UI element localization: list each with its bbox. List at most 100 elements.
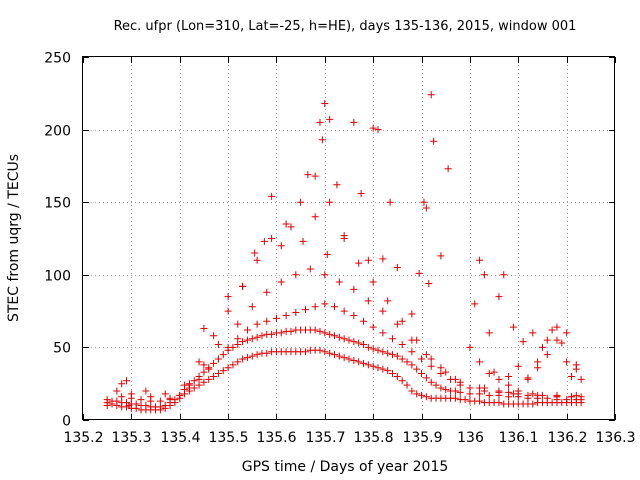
data-point	[311, 303, 319, 311]
data-point	[137, 396, 145, 404]
data-point	[132, 400, 140, 408]
plot-frame	[82, 56, 615, 420]
data-points	[103, 91, 585, 414]
data-point	[210, 332, 218, 340]
data-point	[326, 115, 334, 123]
data-point	[543, 336, 551, 344]
data-point	[427, 362, 435, 370]
data-point	[214, 370, 222, 378]
data-point	[340, 335, 348, 343]
data-point	[480, 271, 488, 279]
data-point	[422, 204, 430, 212]
data-point	[408, 361, 416, 369]
data-point	[219, 351, 227, 359]
data-point	[340, 307, 348, 315]
data-point	[364, 343, 372, 351]
data-point	[495, 387, 503, 395]
data-point	[282, 311, 290, 319]
data-point	[398, 317, 406, 325]
data-point	[427, 355, 435, 363]
data-point	[335, 333, 343, 341]
data-point	[321, 271, 329, 279]
data-point	[418, 391, 426, 399]
data-point	[514, 362, 522, 370]
data-point	[529, 400, 537, 408]
data-point	[195, 375, 203, 383]
data-point	[490, 368, 498, 376]
data-point	[287, 327, 295, 335]
data-point	[350, 118, 358, 126]
data-point	[268, 192, 276, 200]
data-point	[485, 391, 493, 399]
data-point	[118, 393, 126, 401]
data-point	[297, 198, 305, 206]
data-point	[476, 256, 484, 264]
data-point	[357, 189, 365, 197]
data-point	[260, 237, 268, 245]
x-tick-label: 136.1	[498, 430, 538, 446]
data-point	[263, 288, 271, 296]
data-point	[413, 390, 421, 398]
data-point	[321, 329, 329, 337]
data-point	[456, 388, 464, 396]
data-point	[166, 394, 174, 402]
data-point	[321, 300, 329, 308]
data-point	[200, 361, 208, 369]
data-point	[205, 365, 213, 373]
data-point	[444, 165, 452, 173]
data-point	[408, 348, 416, 356]
data-point	[360, 340, 368, 348]
data-point	[422, 393, 430, 401]
data-point	[248, 352, 256, 360]
data-point	[393, 320, 401, 328]
data-point	[500, 271, 508, 279]
data-point	[451, 387, 459, 395]
data-point	[408, 387, 416, 395]
data-point	[258, 332, 266, 340]
data-point	[345, 336, 353, 344]
data-point	[563, 396, 571, 404]
data-point	[321, 348, 329, 356]
data-point	[142, 387, 150, 395]
data-point	[364, 297, 372, 305]
data-point	[534, 391, 542, 399]
data-point	[326, 198, 334, 206]
data-point	[369, 323, 377, 331]
data-point	[369, 362, 377, 370]
data-point	[224, 343, 232, 351]
data-point	[505, 388, 513, 396]
x-axis-label: GPS time / Days of year 2015	[242, 459, 449, 475]
x-tick-label: 136.3	[595, 430, 635, 446]
data-point	[185, 380, 193, 388]
data-point	[476, 358, 484, 366]
data-point	[364, 256, 372, 264]
data-point	[253, 351, 261, 359]
y-tick-label: 200	[44, 124, 71, 140]
y-tick-label: 0	[62, 414, 71, 430]
data-point	[437, 384, 445, 392]
data-point	[577, 375, 585, 383]
data-point	[384, 349, 392, 357]
data-point	[466, 343, 474, 351]
data-point	[374, 364, 382, 372]
data-point	[330, 332, 338, 340]
x-tick-label: 135.6	[256, 430, 296, 446]
data-point	[277, 329, 285, 337]
x-tick-label: 136.2	[547, 430, 587, 446]
data-point	[350, 311, 358, 319]
data-point	[251, 249, 259, 257]
data-point	[398, 377, 406, 385]
data-point	[316, 327, 324, 335]
data-point	[456, 378, 464, 386]
y-tick-label: 250	[44, 51, 71, 67]
data-point	[422, 374, 430, 382]
data-point	[292, 271, 300, 279]
data-point	[239, 282, 247, 290]
data-point	[248, 303, 256, 311]
data-point	[176, 391, 184, 399]
data-point	[330, 303, 338, 311]
data-point	[360, 317, 368, 325]
data-point	[413, 336, 421, 344]
data-point	[389, 351, 397, 359]
